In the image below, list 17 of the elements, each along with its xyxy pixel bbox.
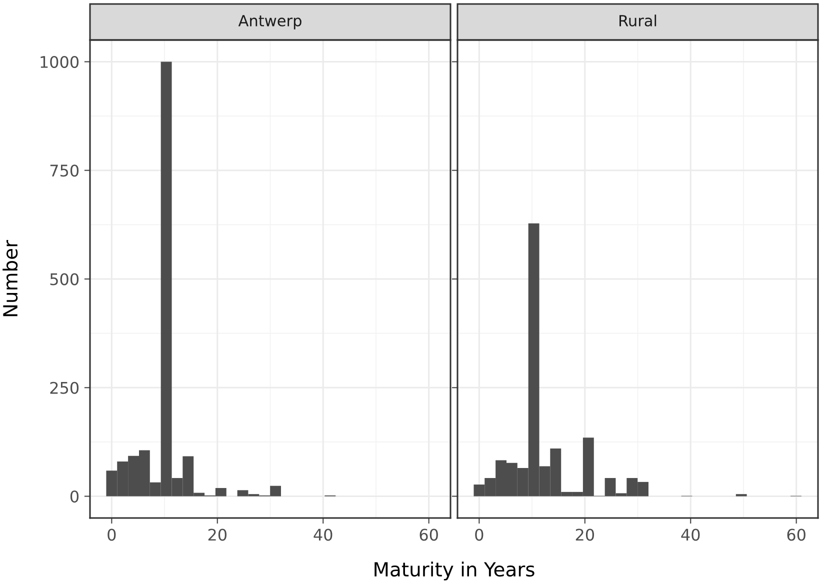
x-tick-label: 0 [108,528,116,541]
x-axis-title: Maturity in Years [374,562,534,580]
x-tick-label: 20 [576,528,594,541]
x-tick-label: 40 [681,528,700,541]
chart-title: Antwerp [238,15,302,30]
y-axis-title: Number [2,240,18,316]
chart-title: Rural [620,14,656,26]
x-tick-label: 60 [787,528,806,541]
x-tick-label: 60 [420,528,438,541]
y-tick-label: 250 [50,382,79,394]
y-tick-label: 0 [70,490,79,503]
x-tick-label: 20 [208,528,226,541]
x-tick-label: 40 [314,528,332,541]
y-tick-label: 1000 [40,56,79,68]
y-tick-label: 500 [50,273,79,286]
x-tick-label: 0 [475,528,484,541]
y-tick-label: 750 [50,164,79,177]
